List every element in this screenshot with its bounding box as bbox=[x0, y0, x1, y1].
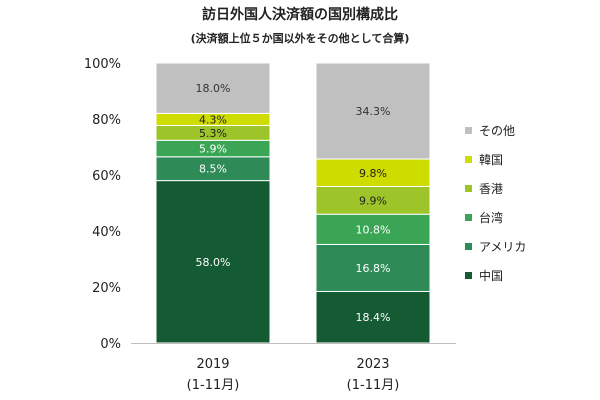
data-label: 18.4% bbox=[356, 311, 391, 324]
data-label: 16.8% bbox=[356, 262, 391, 275]
chart-title: 訪日外国人決済額の国別構成比 bbox=[202, 6, 398, 23]
data-label: 58.0% bbox=[196, 256, 231, 269]
y-tick-label: 100% bbox=[84, 57, 121, 72]
legend-entry: 台湾 bbox=[479, 210, 503, 225]
legend-swatch bbox=[465, 185, 472, 192]
legend-swatch bbox=[465, 272, 472, 279]
y-tick-label: 80% bbox=[92, 113, 121, 128]
bar-segment bbox=[315, 158, 431, 187]
x-category-label: 2023 bbox=[356, 357, 389, 372]
data-label: 4.3% bbox=[199, 113, 227, 126]
chart-subtitle: (決済額上位５か国以外をその他として合算) bbox=[191, 31, 410, 45]
legend-entry: 韓国 bbox=[479, 153, 503, 167]
bars: 58.0% 8.5% 5.9% 5.3%4.3% 18.0% 18.4% 16.8% 10.8… bbox=[155, 62, 431, 344]
legend-swatch bbox=[465, 243, 472, 250]
bar-segment bbox=[315, 62, 431, 160]
legend-entry: その他 bbox=[479, 124, 515, 138]
x-category-sublabel: (1-11月) bbox=[187, 378, 240, 393]
legend-swatch bbox=[465, 156, 472, 163]
data-label: 9.9% bbox=[359, 194, 387, 207]
data-label: 10.8% bbox=[356, 223, 391, 236]
data-label: 5.3% bbox=[199, 127, 227, 140]
data-label: 8.5% bbox=[199, 163, 227, 176]
bar-segment bbox=[315, 213, 431, 245]
legend-swatch bbox=[465, 127, 472, 134]
legend-swatch bbox=[465, 214, 472, 221]
bar-segment bbox=[155, 62, 271, 114]
legend-entry: 香港 bbox=[479, 182, 503, 196]
legend-entry: アメリカ bbox=[479, 240, 526, 254]
y-tick-label: 0% bbox=[100, 337, 121, 352]
legend-entry: 中国 bbox=[479, 268, 503, 283]
data-label: 5.9% bbox=[199, 143, 227, 156]
x-category-label: 2019 bbox=[196, 357, 229, 372]
bar-segment bbox=[155, 180, 271, 344]
y-tick-label: 60% bbox=[92, 169, 121, 184]
data-label: 18.0% bbox=[196, 82, 231, 95]
y-tick-label: 20% bbox=[92, 281, 121, 296]
data-label: 9.8% bbox=[359, 167, 387, 180]
y-axis: 0% 20% 40% 60% 80% 100% bbox=[84, 57, 121, 352]
y-tick-label: 40% bbox=[92, 225, 121, 240]
bar-segment bbox=[315, 185, 431, 215]
data-label: 34.3% bbox=[356, 105, 391, 118]
x-axis: 2019 (1-11月) 2023 (1-11月) bbox=[131, 343, 456, 393]
x-category-sublabel: (1-11月) bbox=[347, 378, 400, 393]
